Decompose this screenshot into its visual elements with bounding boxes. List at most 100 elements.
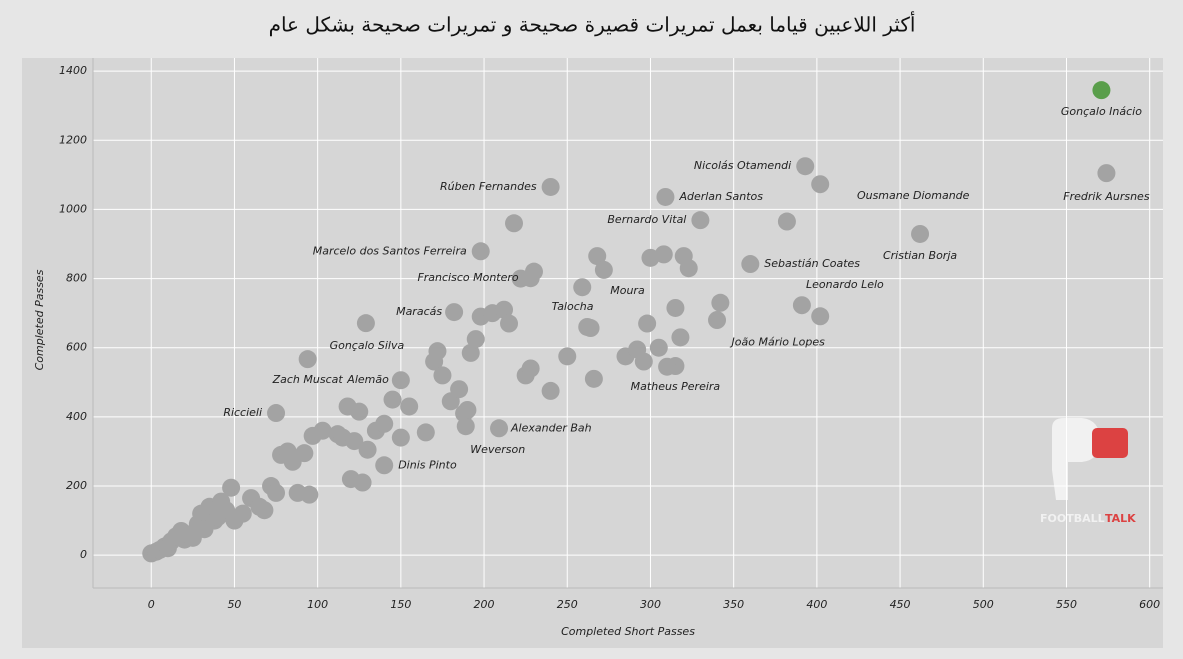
- data-point: [741, 255, 760, 274]
- point-label: Riccieli: [223, 406, 262, 419]
- y-tick-label: 400: [66, 410, 87, 423]
- data-point: [233, 504, 252, 523]
- point-label: Alemão: [346, 373, 389, 386]
- y-tick-label: 0: [80, 548, 87, 561]
- data-point: [495, 300, 514, 319]
- data-point: [796, 157, 815, 176]
- data-point: [521, 359, 540, 378]
- data-point: [255, 501, 274, 520]
- point-label: Sebastián Coates: [764, 257, 860, 270]
- data-point: [656, 187, 675, 206]
- x-tick-label: 50: [227, 598, 241, 611]
- data-point: [634, 352, 653, 371]
- x-tick-label: 200: [474, 598, 495, 611]
- watermark: FOOTBALL TALK: [1040, 418, 1136, 525]
- data-point: [356, 314, 375, 333]
- data-point: [450, 380, 469, 399]
- data-point: [654, 245, 673, 264]
- point-label: Cristian Borja: [883, 249, 957, 262]
- logo-shape: [1052, 418, 1100, 500]
- x-tick-label: 350: [723, 598, 744, 611]
- data-point: [295, 444, 314, 463]
- point-label: Nicolás Otamendi: [694, 159, 791, 172]
- logo-badge: [1092, 428, 1128, 458]
- watermark-text: TALK: [1105, 512, 1136, 525]
- point-label: Leonardo Lelo: [806, 278, 884, 291]
- data-point: [558, 347, 577, 366]
- x-tick-label: 250: [557, 598, 578, 611]
- data-point: [649, 338, 668, 357]
- data-point: [391, 371, 410, 390]
- data-point: [375, 414, 394, 433]
- data-point: [433, 366, 452, 385]
- data-point: [461, 343, 480, 362]
- x-tick-label: 150: [390, 598, 411, 611]
- x-tick-label: 100: [307, 598, 328, 611]
- data-point: [541, 381, 560, 400]
- x-tick-label: 500: [973, 598, 994, 611]
- chart-panel: [22, 58, 1163, 648]
- data-point: [594, 260, 613, 279]
- point-label: Bernardo Vital: [607, 213, 686, 226]
- data-point: [1097, 164, 1116, 183]
- data-point: [666, 298, 685, 317]
- point-label: Alexander Bah: [510, 421, 592, 434]
- data-point: [300, 485, 319, 504]
- data-point: [391, 428, 410, 447]
- y-tick-label: 1400: [59, 64, 87, 77]
- point-label: Moura: [610, 284, 645, 297]
- data-point: [658, 357, 677, 376]
- data-point: [1092, 81, 1111, 100]
- data-point: [350, 402, 369, 421]
- data-point: [500, 314, 519, 333]
- data-point: [638, 314, 657, 333]
- x-tick-label: 450: [890, 598, 911, 611]
- point-label: João Mário Lopes: [730, 335, 826, 348]
- point-label: Talocha: [552, 300, 594, 313]
- data-point: [445, 303, 464, 322]
- y-tick-label: 800: [66, 272, 87, 285]
- point-label: Rúben Fernandes: [440, 180, 537, 193]
- data-point: [375, 456, 394, 475]
- data-point: [400, 397, 419, 416]
- point-label: Gonçalo Inácio: [1061, 105, 1142, 118]
- point-label: Weverson: [470, 443, 525, 456]
- data-point: [267, 483, 286, 502]
- data-point: [298, 350, 317, 369]
- point-label: Zach Muscat: [272, 373, 344, 386]
- y-tick-label: 1200: [59, 133, 87, 146]
- data-point: [679, 259, 698, 278]
- data-point: [383, 390, 402, 409]
- data-point: [711, 293, 730, 312]
- y-tick-label: 600: [66, 341, 87, 354]
- data-point: [911, 224, 930, 243]
- y-tick-label: 1000: [59, 202, 87, 215]
- data-point: [671, 328, 690, 347]
- data-point: [792, 296, 811, 315]
- data-point: [584, 369, 603, 388]
- data-point: [505, 214, 524, 233]
- watermark-text: FOOTBALL: [1040, 512, 1105, 525]
- y-axis-label: Completed Passes: [33, 269, 46, 370]
- data-point: [345, 432, 364, 451]
- data-point: [541, 177, 560, 196]
- x-tick-label: 600: [1139, 598, 1160, 611]
- point-label: Gonçalo Silva: [330, 339, 405, 352]
- data-point: [490, 419, 509, 438]
- data-point: [811, 307, 830, 326]
- point-label: Maracás: [396, 305, 442, 318]
- data-point: [458, 400, 477, 419]
- x-tick-label: 300: [640, 598, 661, 611]
- x-tick-label: 400: [806, 598, 827, 611]
- data-point: [471, 242, 490, 261]
- data-point: [313, 421, 332, 440]
- point-label: Ousmane Diomande: [857, 189, 970, 202]
- data-point: [353, 473, 372, 492]
- point-label: Aderlan Santos: [678, 190, 763, 203]
- x-tick-label: 550: [1056, 598, 1077, 611]
- data-point: [222, 478, 241, 497]
- data-point: [708, 311, 727, 330]
- point-label: Marcelo dos Santos Ferreira: [313, 244, 467, 257]
- y-tick-label: 200: [66, 479, 87, 492]
- data-point: [578, 317, 597, 336]
